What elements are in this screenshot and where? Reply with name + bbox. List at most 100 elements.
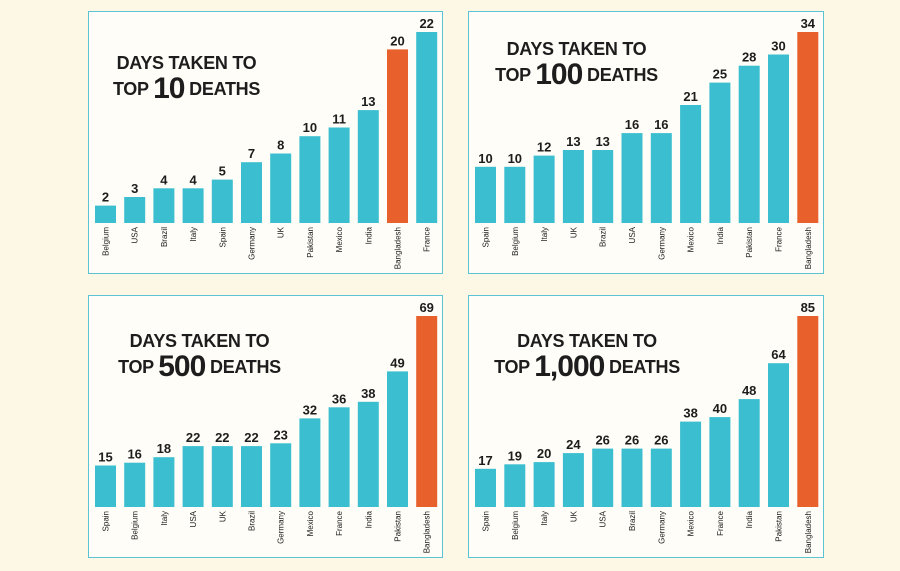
value-label-pakistan: 10: [303, 120, 317, 135]
bar-spain: [95, 465, 116, 507]
chart-panel-top500: 15 Spain 16 Belgium 18 Italy 22 USA 22 UK 22 Brazil…: [88, 295, 443, 558]
value-label-pakistan: 64: [771, 347, 786, 362]
category-label-pakistan: Pakistan: [394, 511, 403, 542]
category-label-spain: Spain: [102, 511, 111, 531]
value-label-mexico: 38: [683, 406, 697, 421]
bar-brazil: [153, 188, 175, 223]
category-label-bangladesh: Bangladesh: [804, 511, 813, 553]
title-pre: TOP: [118, 356, 154, 377]
category-label-uk: UK: [569, 510, 578, 522]
bar-usa: [124, 197, 146, 223]
category-label-france: France: [775, 226, 784, 251]
bar-uk: [270, 153, 292, 223]
bar-chart-top10: 2 Belgium 3 USA 4 Brazil 4 Italy 5 Spain 7 Germany 8…: [95, 16, 438, 269]
value-label-uk: 24: [566, 437, 581, 452]
category-label-india: India: [745, 510, 754, 528]
bar-belgium: [95, 205, 116, 223]
value-label-italy: 4: [189, 172, 197, 187]
value-label-belgium: 16: [127, 447, 141, 462]
chart-title-top10: DAYS TAKEN TO TOP 10 DEATHS: [94, 53, 279, 105]
value-label-bangladesh: 20: [390, 33, 404, 48]
bar-india: [738, 399, 760, 507]
bar-belgium: [504, 464, 526, 507]
category-label-france: France: [423, 226, 432, 251]
category-label-pakistan: Pakistan: [775, 511, 784, 542]
value-label-india: 48: [742, 383, 756, 398]
title-pre: TOP: [495, 64, 531, 85]
title-pre: TOP: [112, 78, 149, 99]
title-pre: TOP: [494, 356, 530, 377]
value-label-mexico: 21: [683, 89, 697, 104]
bar-spain: [475, 468, 496, 507]
bar-uk: [562, 150, 584, 223]
bar-bangladesh: [387, 49, 408, 224]
bar-spain: [211, 179, 233, 223]
value-label-pakistan: 49: [390, 355, 404, 370]
bar-chart-top100: 10 Spain 10 Belgium 12 Italy 13 UK 13 Brazil 16 USA…: [475, 16, 819, 269]
category-label-brazil: Brazil: [628, 511, 637, 531]
category-label-bangladesh: Bangladesh: [423, 511, 432, 553]
value-label-india: 13: [361, 94, 375, 109]
category-label-germany: Germany: [657, 227, 666, 260]
bar-germany: [650, 448, 672, 507]
value-label-mexico: 11: [332, 112, 346, 127]
category-label-usa: USA: [628, 226, 637, 243]
title-line1: DAYS TAKEN TO: [116, 53, 257, 73]
category-label-france: France: [716, 510, 725, 535]
category-label-mexico: Mexico: [687, 226, 696, 252]
category-label-germany: Germany: [248, 227, 257, 260]
value-label-italy: 18: [157, 441, 171, 456]
chart-panel-top1000: 17 Spain 19 Belgium 20 Italy 24 UK 26 USA 26 Brazil…: [468, 295, 824, 558]
bar-belgium: [504, 166, 526, 223]
bar-france: [328, 407, 350, 507]
value-label-mexico: 32: [303, 402, 317, 417]
value-label-france: 36: [332, 391, 346, 406]
chart-panel-top100: 10 Spain 10 Belgium 12 Italy 13 UK 13 Brazil 16 USA…: [468, 11, 824, 274]
value-label-pakistan: 28: [742, 50, 756, 65]
value-label-belgium: 2: [102, 190, 109, 205]
category-label-italy: Italy: [189, 227, 198, 242]
category-label-india: India: [716, 226, 725, 244]
bar-brazil: [241, 446, 262, 507]
title-post: DEATHS: [587, 64, 658, 85]
value-label-bangladesh: 34: [801, 16, 816, 31]
value-label-brazil: 26: [625, 433, 639, 448]
value-label-belgium: 10: [508, 151, 522, 166]
bar-india: [357, 401, 379, 507]
category-label-germany: Germany: [277, 511, 286, 544]
value-label-germany: 16: [654, 117, 668, 132]
category-label-mexico: Mexico: [306, 510, 315, 536]
value-label-france: 22: [419, 16, 433, 31]
chart-panel-top10: 2 Belgium 3 USA 4 Brazil 4 Italy 5 Spain 7 Germany 8…: [88, 11, 443, 274]
title-number: 1,000: [534, 349, 605, 383]
bar-france: [768, 54, 789, 223]
bar-chart-top500: 15 Spain 16 Belgium 18 Italy 22 USA 22 UK 22 Brazil…: [95, 300, 438, 553]
category-label-brazil: Brazil: [599, 227, 608, 247]
category-label-brazil: Brazil: [248, 511, 257, 531]
value-label-germany: 7: [248, 146, 255, 161]
bar-italy: [182, 188, 204, 223]
bar-india: [709, 82, 731, 223]
bar-france: [709, 417, 731, 507]
category-label-belgium: Belgium: [511, 511, 520, 540]
bar-bangladesh: [797, 316, 819, 507]
category-label-belgium: Belgium: [102, 227, 111, 256]
value-label-france: 30: [771, 39, 785, 54]
bar-pakistan: [387, 371, 408, 507]
value-label-bangladesh: 69: [419, 300, 433, 315]
title-post: DEATHS: [609, 356, 680, 377]
title-number: 10: [153, 71, 185, 105]
value-label-brazil: 4: [160, 172, 168, 187]
bar-italy: [153, 457, 175, 507]
value-label-spain: 17: [478, 453, 492, 468]
bar-usa: [182, 446, 204, 507]
category-label-mexico: Mexico: [687, 510, 696, 536]
value-label-uk: 22: [215, 430, 229, 445]
title-number: 100: [535, 57, 583, 91]
value-label-italy: 12: [537, 140, 551, 155]
bar-bangladesh: [797, 32, 819, 223]
chart-title-top1000: DAYS TAKEN TO TOP 1,000 DEATHS: [487, 331, 687, 383]
title-line1: DAYS TAKEN TO: [517, 331, 657, 351]
bar-spain: [475, 166, 496, 223]
bar-chart-top1000: 17 Spain 19 Belgium 20 Italy 24 UK 26 USA 26 Brazil…: [475, 300, 819, 553]
